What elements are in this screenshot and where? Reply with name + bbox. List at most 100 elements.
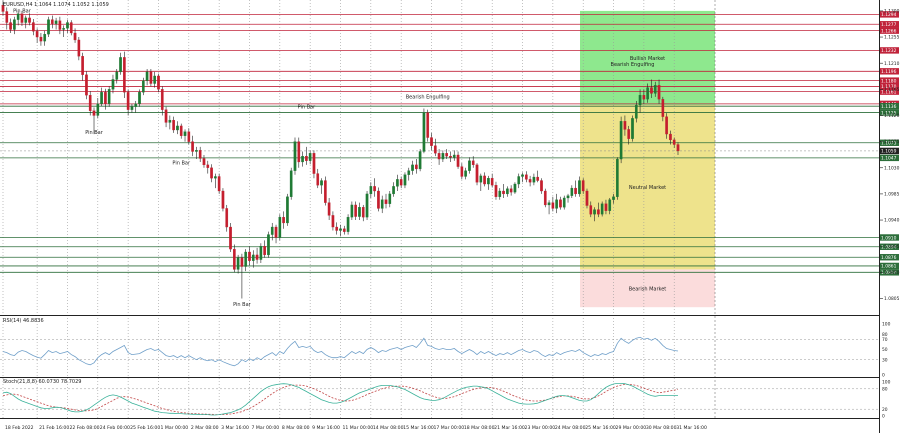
candle-body (141, 80, 145, 93)
candle-body (559, 199, 562, 208)
candle-body (13, 19, 16, 30)
price-level-label: 1.0861 (881, 264, 897, 270)
time-tick-label: 14 Mar 08:00 (373, 425, 404, 431)
candle-body (600, 203, 604, 215)
time-tick-label: 25 Feb 16:00 (130, 425, 160, 431)
time-tick-label: 3 Mar 16:00 (221, 425, 249, 431)
candle-body (433, 145, 437, 154)
candle-body (585, 190, 589, 206)
time-tick-label: 7 Mar 00:00 (251, 425, 279, 431)
pattern-annotations: Pin Bar Pin Bar Pin Bar Pin Bar Pin Bar Beari… (13, 9, 654, 308)
time-tick-label: 15 Mar 16:00 (403, 425, 434, 431)
candle-body (502, 190, 505, 195)
price-level-tag (880, 262, 899, 270)
candle-body (650, 87, 653, 94)
price-tick-label: 1.1120 (884, 113, 900, 119)
price-level-tag (880, 154, 899, 162)
pattern-label: Pin Bar (85, 130, 104, 136)
candlesticks[interactable] (1, 0, 680, 299)
price-level-tag (880, 88, 899, 95)
candle-body (115, 71, 119, 80)
candle-body (407, 170, 411, 175)
time-tick-label: 11 Mar 00:00 (343, 425, 374, 431)
candle-body (365, 193, 369, 218)
stoch-header: Stoch(21,8,8) 60.0730 78.7029 (3, 379, 81, 385)
price-level-label: 1.0894 (881, 245, 897, 251)
price-level-label: 1.1180 (881, 78, 897, 84)
price-level-label: 1.1294 (881, 12, 897, 18)
candle-body (320, 180, 323, 186)
price-level-tag (880, 21, 899, 28)
candle-body (540, 180, 543, 192)
market-zone (580, 105, 715, 270)
price-level-label: 1.1161 (881, 89, 897, 95)
candle-body (411, 164, 414, 171)
candle-body (339, 228, 342, 231)
candle-body (160, 89, 164, 110)
time-tick-label: 9 Mar 16:00 (312, 425, 340, 431)
time-tick-label: 21 Feb 16:00 (39, 425, 69, 431)
candle-body (517, 176, 521, 185)
candle-body (471, 160, 475, 166)
candle-body (361, 207, 365, 218)
time-axis: 18 Feb 2022 21 Feb 16:00 22 Feb 08:00 24 Fe… (5, 425, 707, 431)
candle-body (195, 150, 198, 152)
candle-body (176, 125, 179, 131)
candle-body (96, 103, 100, 116)
candle-body (392, 186, 395, 195)
time-tick-label: 23 Mar 00:00 (525, 425, 556, 431)
candle-body (578, 180, 581, 195)
time-tick-label: 17 Mar 00:00 (434, 425, 465, 431)
candle-body (616, 158, 619, 197)
candle-body (483, 175, 486, 185)
candle-body (642, 94, 646, 100)
vertical-gridlines (2, 0, 716, 418)
time-tick-label: 22 Feb 08:00 (69, 425, 99, 431)
time-tick-label: 18 Feb 2022 (5, 425, 34, 431)
price-tick-label: 1.1165 (884, 87, 900, 93)
candle-body (282, 216, 285, 224)
candle-body (229, 226, 232, 250)
candle-body (198, 150, 202, 159)
pattern-label: Pin Bar (233, 302, 252, 308)
candle-body (604, 203, 608, 211)
candle-body (232, 248, 236, 270)
price-level-tag (880, 11, 899, 18)
candle-body (267, 234, 270, 256)
price-level-label: 1.1196 (881, 69, 897, 75)
candle-body (430, 137, 433, 146)
candle-body (88, 94, 92, 111)
price-tick-label: 1.0985 (884, 192, 900, 198)
candle-body (532, 176, 536, 183)
candle-body (312, 153, 316, 174)
candle-body (58, 20, 62, 30)
candle-body (62, 28, 65, 30)
rsi-header: RSI(14) 46.8836 (3, 318, 44, 324)
candle-body (574, 187, 577, 195)
stoch-tick-label: 80 (882, 386, 888, 392)
time-tick-label: 31 Mar 16:00 (676, 425, 707, 431)
candle-body (528, 179, 532, 183)
candle-body (244, 251, 248, 267)
candle-body (581, 180, 585, 192)
time-tick-label: 29 Mar 00:00 (616, 425, 647, 431)
price-level-label: 1.1232 (881, 48, 897, 54)
candle-body (286, 196, 289, 224)
price-level-tag (880, 109, 899, 116)
candle-body (274, 226, 278, 238)
candle-body (92, 110, 96, 116)
candle-body (468, 160, 471, 171)
candle-body (130, 106, 134, 110)
rsi-tick-label: 70 (882, 337, 888, 343)
candle-body (612, 196, 615, 200)
zone-label: Bearish Market (629, 286, 667, 292)
candle-body (179, 125, 183, 136)
candle-body (28, 17, 31, 23)
candle-body (354, 204, 357, 217)
candle-body (50, 19, 54, 24)
candle-body (66, 22, 69, 29)
pattern-label: Pin Bar (298, 105, 317, 111)
candle-body (259, 246, 263, 260)
candle-body (9, 22, 12, 30)
